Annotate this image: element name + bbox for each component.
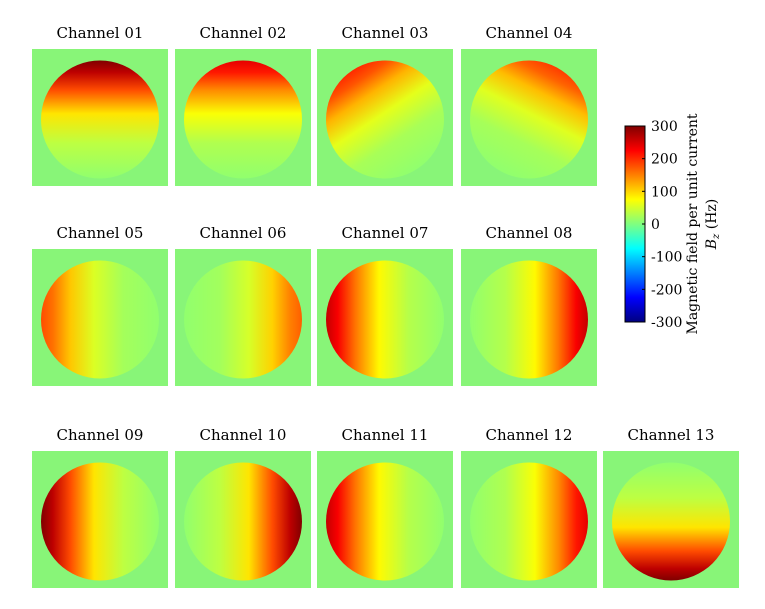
field-map bbox=[184, 462, 302, 581]
panel-title: Channel 08 bbox=[486, 224, 573, 242]
panel-channel-06: Channel 06 bbox=[175, 224, 311, 386]
panel-channel-12: Channel 12 bbox=[461, 426, 597, 588]
colorbar: 300 200 100 0 -100 -200 -300 Magnetic field pe… bbox=[624, 113, 722, 335]
panel-channel-02: Channel 02 bbox=[175, 24, 311, 186]
panel-channel-07: Channel 07 bbox=[317, 224, 453, 386]
field-map bbox=[184, 260, 302, 379]
panel-title: Channel 13 bbox=[628, 426, 715, 444]
colorbar-label-2: Bz (Hz) bbox=[704, 199, 722, 251]
colorbar-tick-label: 100 bbox=[651, 184, 678, 200]
colorbar-unit: (Hz) bbox=[704, 199, 720, 234]
panel-title: Channel 07 bbox=[342, 224, 429, 242]
colorbar-tick-label: 0 bbox=[651, 217, 660, 233]
panel-title: Channel 04 bbox=[486, 24, 573, 42]
field-map bbox=[470, 462, 588, 581]
field-map bbox=[326, 462, 444, 581]
panel-title: Channel 12 bbox=[486, 426, 573, 444]
panel-title: Channel 03 bbox=[342, 24, 429, 42]
panel-channel-05: Channel 05 bbox=[32, 224, 168, 386]
panel-title: Channel 09 bbox=[57, 426, 144, 444]
panel-channel-08: Channel 08 bbox=[461, 224, 597, 386]
colorbar-tick-label: 300 bbox=[651, 119, 678, 135]
field-map bbox=[41, 462, 159, 581]
colorbar-tick-label: -200 bbox=[651, 282, 682, 298]
colorbar-label: Magnetic field per unit current bbox=[685, 113, 701, 334]
field-map bbox=[184, 60, 302, 179]
colorbar-label-line1: Magnetic field per unit current bbox=[685, 113, 701, 334]
colorbar-tick-label: -300 bbox=[651, 315, 682, 331]
field-map bbox=[326, 260, 444, 379]
panel-channel-13: Channel 13 bbox=[603, 426, 739, 588]
panel-title: Channel 11 bbox=[342, 426, 429, 444]
panel-channel-03: Channel 03 bbox=[317, 24, 453, 186]
field-map bbox=[612, 462, 730, 581]
colorbar-symbol-sub: z bbox=[711, 233, 722, 240]
field-map bbox=[326, 60, 444, 179]
field-map bbox=[41, 60, 159, 179]
panel-title: Channel 05 bbox=[57, 224, 144, 242]
colorbar-tick-label: 200 bbox=[651, 152, 678, 168]
panel-channel-01: Channel 01 bbox=[32, 24, 168, 186]
field-map bbox=[41, 260, 159, 379]
colorbar-symbol: B bbox=[704, 239, 720, 250]
panel-title: Channel 10 bbox=[200, 426, 287, 444]
panels-group: Channel 01 Channel 02 Channel 03 Channel 04… bbox=[32, 24, 739, 588]
panel-channel-04: Channel 04 bbox=[461, 24, 597, 186]
panel-title: Channel 01 bbox=[57, 24, 144, 42]
panel-channel-09: Channel 09 bbox=[32, 426, 168, 588]
panel-title: Channel 02 bbox=[200, 24, 287, 42]
panel-channel-10: Channel 10 bbox=[175, 426, 311, 588]
colorbar-tick-label: -100 bbox=[651, 250, 682, 266]
panel-title: Channel 06 bbox=[200, 224, 287, 242]
field-map bbox=[470, 60, 588, 179]
panel-channel-11: Channel 11 bbox=[317, 426, 453, 588]
colorbar-ticks: 300 200 100 0 -100 -200 -300 bbox=[642, 119, 682, 331]
field-map bbox=[470, 260, 588, 379]
